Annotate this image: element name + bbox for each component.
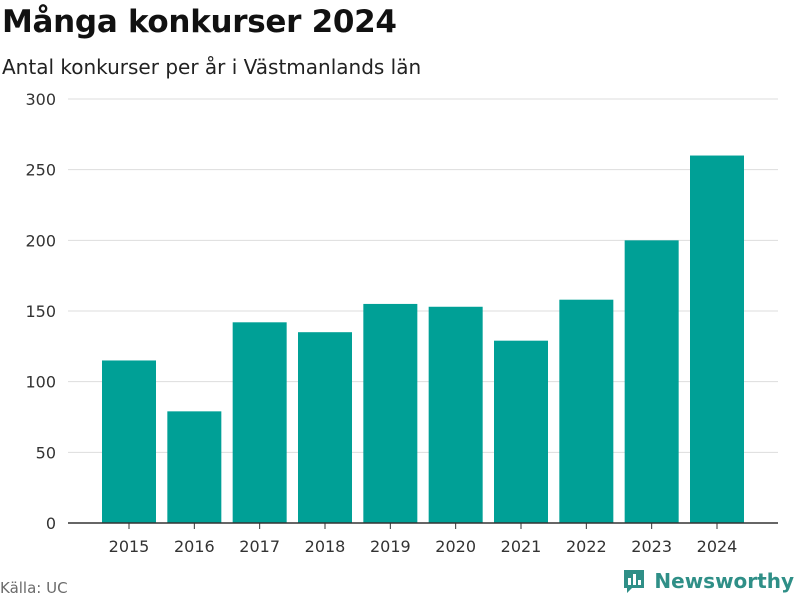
bar-2022 <box>559 299 614 523</box>
x-tick-label: 2018 <box>305 537 346 556</box>
chart-subtitle: Antal konkurser per år i Västmanlands lä… <box>2 55 422 79</box>
chart-title: Många konkurser 2024 <box>2 4 397 40</box>
source-note: Källa: UC <box>0 579 68 597</box>
x-tick-label: 2015 <box>109 537 150 556</box>
x-tick-label: 2022 <box>566 537 607 556</box>
y-tick-label: 150 <box>25 302 56 321</box>
y-tick-label: 300 <box>25 90 56 109</box>
x-tick-label: 2016 <box>174 537 215 556</box>
brand-logo: Newsworthy <box>622 568 794 594</box>
bar-2020 <box>428 306 483 523</box>
y-tick-label: 250 <box>25 161 56 180</box>
y-tick-label: 200 <box>25 231 56 250</box>
bars <box>102 155 744 524</box>
x-tick-label: 2017 <box>239 537 280 556</box>
x-tick-label: 2021 <box>501 537 542 556</box>
bar-2021 <box>494 340 548 523</box>
x-tick-label: 2023 <box>631 537 672 556</box>
bar-2017 <box>232 322 287 523</box>
bar-chart-logo-icon <box>624 570 645 593</box>
x-tick-label: 2024 <box>697 537 738 556</box>
bar-2019 <box>363 303 418 523</box>
y-tick-label: 50 <box>36 443 56 462</box>
x-tick-label: 2020 <box>435 537 476 556</box>
y-tick-label: 0 <box>46 514 56 533</box>
bar-2015 <box>102 360 156 523</box>
y-tick-label: 100 <box>25 373 56 392</box>
axes: 0 50 100 150 200 250 300 2015 2016 2017 2018 2019 20… <box>25 90 778 556</box>
x-tick-label: 2019 <box>370 537 411 556</box>
bar-2024 <box>690 155 744 524</box>
bar-2018 <box>298 332 352 523</box>
bar-2016 <box>167 411 222 523</box>
brand-name: Newsworthy <box>654 569 794 593</box>
bar-2023 <box>624 240 679 524</box>
